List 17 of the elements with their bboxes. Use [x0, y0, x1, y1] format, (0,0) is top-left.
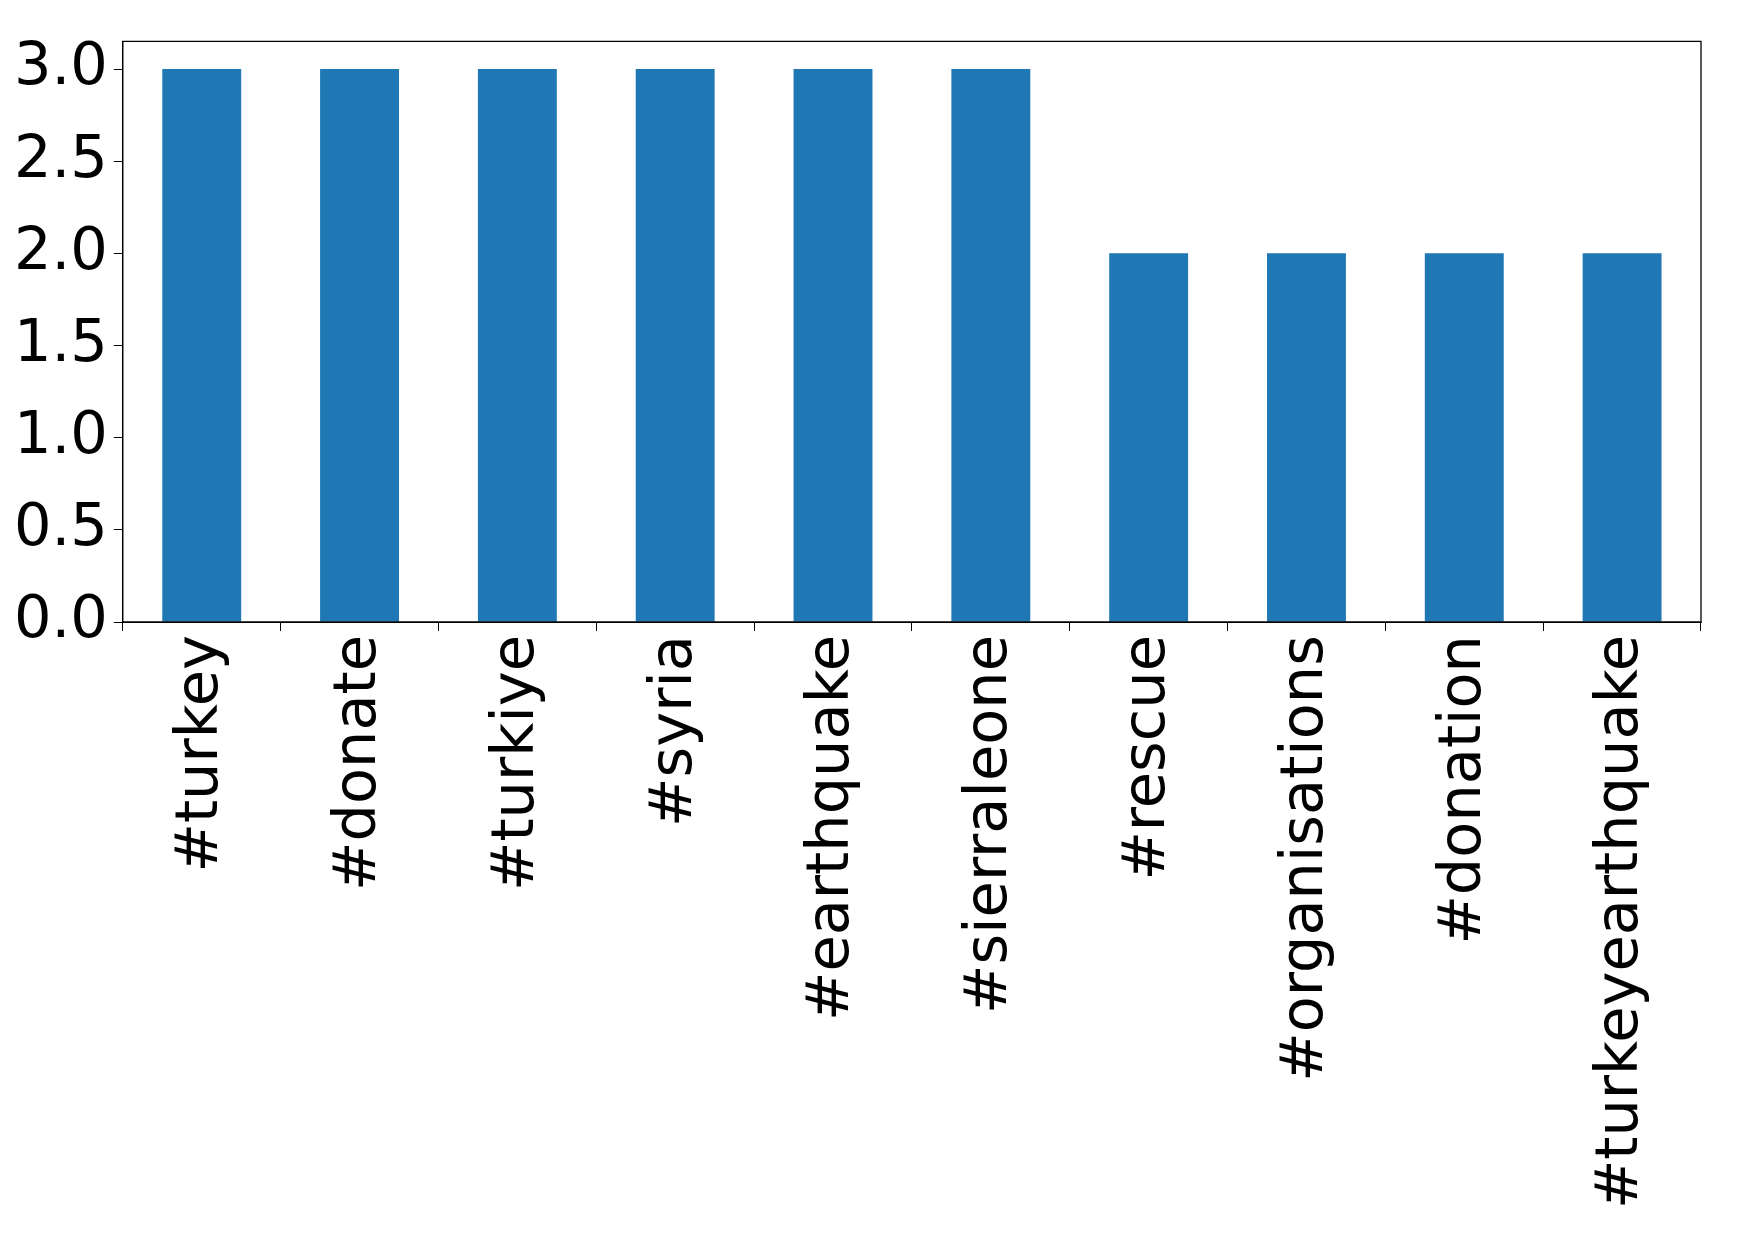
y-tick-label: 1.5 [13, 305, 108, 375]
y-tick-label: 1.0 [13, 398, 108, 468]
x-tick-label: #organisations [1266, 635, 1336, 1082]
y-tick-label: 2.5 [13, 121, 108, 191]
y-tick-label: 0.0 [13, 582, 108, 652]
x-tick-label: #turkiye [477, 635, 547, 891]
y-tick-label: 0.5 [13, 490, 108, 560]
x-tick-label: #rescue [1108, 635, 1178, 881]
x-tick-label: #donation [1424, 635, 1494, 945]
y-tick-label: 2.0 [13, 213, 108, 283]
x-tick-label: #turkeyearthquake [1582, 635, 1652, 1210]
x-tick-label: #syria [635, 635, 705, 827]
x-tick-label: #donate [319, 635, 389, 891]
x-tick-label: #turkey [162, 635, 232, 873]
x-tick-label: #sierraleone [951, 635, 1021, 1014]
x-tick-label: #earthquake [793, 635, 863, 1022]
y-tick-label: 3.0 [13, 29, 108, 99]
